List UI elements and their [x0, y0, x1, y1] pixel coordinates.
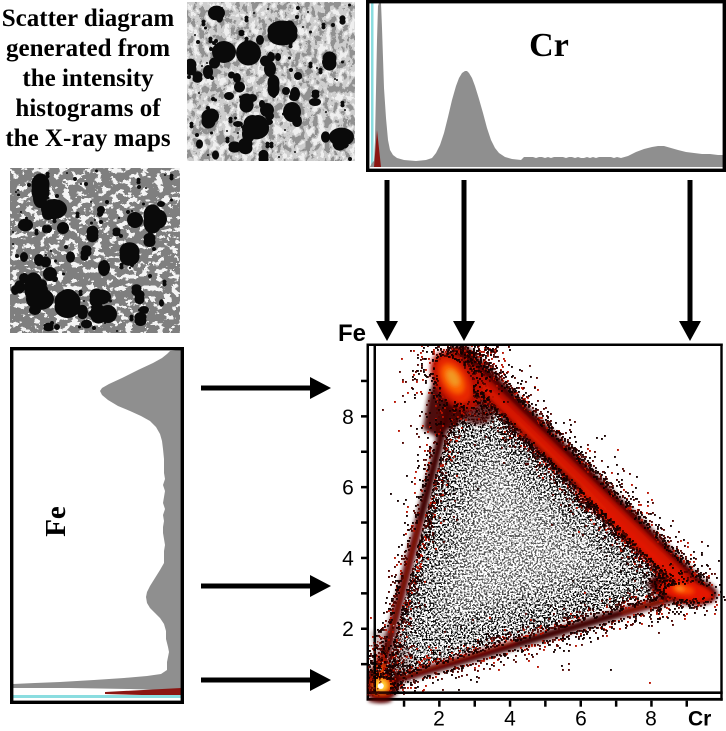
svg-text:4: 4	[342, 547, 354, 570]
svg-text:6: 6	[342, 477, 354, 500]
svg-text:6: 6	[575, 708, 587, 731]
svg-text:Fe: Fe	[338, 320, 366, 347]
svg-text:Fe: Fe	[40, 506, 72, 537]
svg-text:Cr: Cr	[688, 708, 711, 731]
svg-text:2: 2	[433, 708, 445, 731]
svg-text:8: 8	[342, 406, 354, 429]
svg-text:8: 8	[645, 708, 657, 731]
svg-text:Cr: Cr	[529, 27, 569, 64]
svg-text:4: 4	[504, 708, 516, 731]
svg-text:2: 2	[342, 618, 354, 641]
